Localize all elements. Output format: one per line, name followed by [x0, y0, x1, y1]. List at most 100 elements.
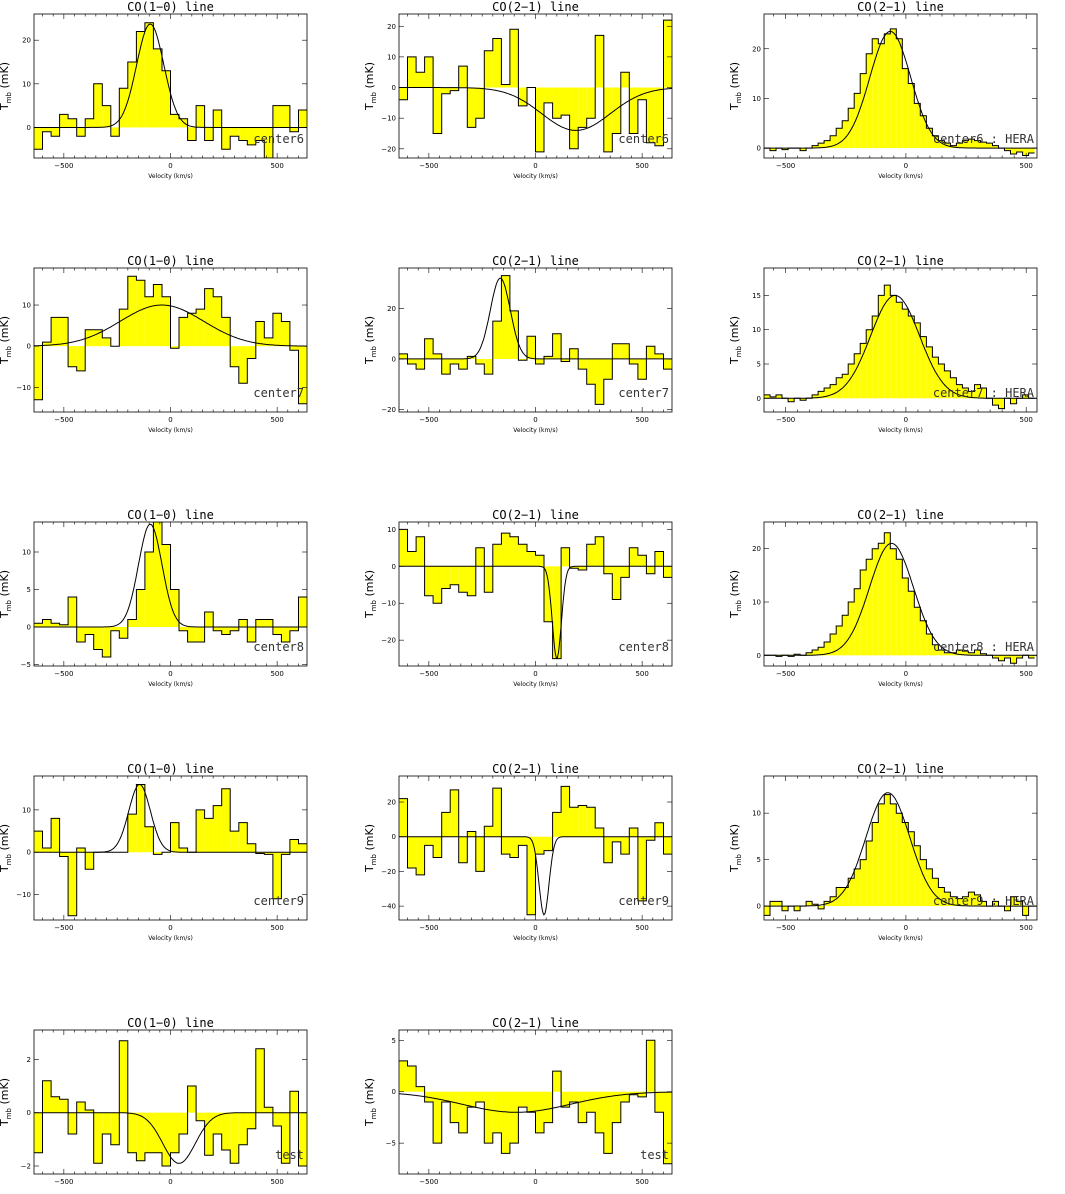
bar	[604, 88, 613, 152]
x-tick-label: −500	[54, 670, 73, 678]
bar	[884, 533, 890, 656]
bar	[128, 814, 137, 852]
bar	[860, 343, 866, 398]
bar	[85, 119, 94, 128]
y-tick-label: −10	[16, 891, 31, 899]
bar	[578, 1092, 587, 1123]
bar	[621, 566, 630, 577]
bar	[433, 837, 442, 858]
bar	[536, 1092, 545, 1133]
bar	[222, 789, 231, 853]
bar	[570, 807, 579, 836]
bar	[60, 1099, 69, 1112]
y-tick-label: 10	[752, 810, 761, 818]
bar	[408, 552, 417, 567]
bar	[408, 837, 417, 868]
source-label: center9 : HERA	[933, 894, 1035, 908]
bar	[77, 127, 86, 136]
bar	[764, 906, 770, 915]
y-axis-label: Tmb (mK)	[363, 316, 378, 365]
bar	[43, 1081, 52, 1113]
source-label: test	[275, 1148, 304, 1162]
bar	[450, 790, 459, 837]
bar	[896, 559, 902, 655]
bar	[612, 88, 621, 134]
bar	[136, 280, 145, 346]
bar	[51, 317, 60, 346]
bar	[638, 359, 647, 379]
y-tick-label: 2	[27, 1056, 31, 1064]
x-tick-label: 0	[533, 670, 537, 678]
bar	[94, 84, 103, 128]
bar	[68, 346, 77, 367]
bar	[416, 837, 425, 875]
bar	[629, 828, 638, 837]
bar	[290, 627, 299, 631]
bar	[484, 359, 493, 374]
bar	[51, 1097, 60, 1113]
bar	[399, 1061, 408, 1092]
bar	[920, 860, 926, 906]
bar	[273, 627, 282, 635]
bar	[416, 1087, 425, 1092]
bar	[239, 823, 248, 853]
y-tick-label: 10	[752, 95, 761, 103]
y-tick-label: 5	[757, 361, 761, 369]
x-tick-label: 0	[533, 1178, 537, 1186]
bar	[399, 799, 408, 837]
bar	[416, 72, 425, 87]
bar	[544, 837, 553, 851]
bar	[162, 297, 171, 346]
bar	[281, 106, 290, 128]
bar	[629, 88, 638, 134]
source-label: center7	[618, 386, 669, 400]
bar	[920, 621, 926, 656]
x-tick-label: 500	[635, 162, 648, 170]
bar	[222, 127, 231, 149]
bar	[782, 906, 788, 911]
bar	[493, 1092, 502, 1133]
bar	[621, 344, 630, 359]
bar	[484, 51, 493, 88]
x-tick-label: −500	[54, 1178, 73, 1186]
bar	[595, 537, 604, 567]
bar	[111, 1113, 120, 1145]
bar	[433, 88, 442, 134]
bar	[145, 552, 154, 627]
bar	[416, 537, 425, 567]
bar	[128, 276, 137, 346]
x-tick-label: 500	[635, 670, 648, 678]
x-axis-label: Velocity (km/s)	[878, 681, 923, 688]
bar	[510, 29, 519, 87]
bar	[51, 623, 60, 627]
x-tick-label: 0	[168, 416, 172, 424]
y-tick-label: −20	[381, 145, 396, 153]
bar	[256, 620, 265, 628]
bar	[663, 359, 672, 369]
bar	[646, 346, 655, 359]
bar	[612, 344, 621, 359]
bar	[196, 627, 205, 642]
bar	[638, 555, 647, 566]
bar	[153, 522, 162, 627]
bar	[621, 1092, 630, 1102]
bar	[111, 627, 120, 631]
bar	[60, 317, 69, 346]
bar	[914, 103, 920, 148]
bar	[595, 828, 604, 837]
bar	[273, 313, 282, 346]
bar	[629, 359, 638, 364]
bar	[493, 788, 502, 837]
bar	[860, 860, 866, 906]
bar	[872, 822, 878, 906]
bar	[878, 44, 884, 148]
bar	[501, 837, 510, 854]
bar	[621, 72, 630, 87]
bar	[196, 106, 205, 128]
bar	[94, 627, 103, 650]
bar	[459, 359, 468, 369]
bar	[1011, 148, 1017, 154]
